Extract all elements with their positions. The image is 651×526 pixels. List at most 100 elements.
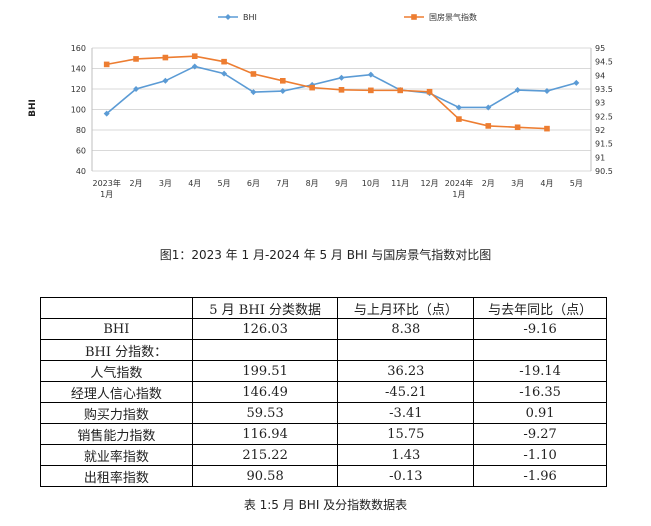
row-name: 经理人信心指数: [40, 381, 193, 403]
x-tick-label: 5月: [218, 179, 231, 188]
data-point: [485, 104, 492, 111]
x-tick-label: 7月: [276, 179, 289, 188]
right-tick-label: 92.5: [595, 112, 613, 121]
data-point: [279, 88, 286, 95]
legend-marker: [411, 14, 417, 20]
header-cell: 5 月 BHI 分类数据: [191, 297, 339, 319]
row-value: 116.94: [191, 423, 339, 445]
table-row: 人气指数 199.51 36.23 -19.14: [40, 360, 607, 382]
data-point: [338, 74, 345, 81]
row-yoy: -1.10: [473, 444, 607, 466]
row-mom: 36.23: [337, 360, 475, 382]
row-mom: -45.21: [337, 381, 475, 403]
data-point: [162, 54, 169, 61]
right-tick-label: 93: [595, 99, 605, 108]
table-caption: 表 1:5 月 BHI 及分指数数据表: [243, 498, 408, 512]
x-tick-label: 12月: [420, 179, 438, 188]
x-axis-ticks: 2023年 1月 2月 3月 4月 5月 6月 7月 8月 9月 10月 11月 12月 2024年 1月 2…: [92, 178, 582, 199]
row-value: 215.22: [191, 444, 339, 466]
data-point: [426, 88, 433, 95]
figure-caption: 图1：2023 年 1 月-2024 年 5 月 BHI 与国房景气指数对比图: [159, 248, 492, 262]
row-mom: 15.75: [337, 423, 475, 445]
row-yoy: -9.27: [473, 423, 607, 445]
header-cell: [40, 297, 193, 319]
row-name: BHI: [40, 318, 193, 340]
data-point: [544, 125, 550, 132]
row-name: 人气指数: [40, 360, 193, 382]
left-tick-label: 80: [76, 126, 86, 135]
data-point: [368, 87, 374, 94]
chart-gridlines: [91, 47, 592, 172]
comparison-line-chart: 40 60 80 100 120 140 160 90.5 91 91.5 92 92.5 93 93.…: [28, 12, 613, 199]
x-tick-label: 2023年 1月: [92, 178, 120, 199]
x-tick-label: 2月: [482, 179, 495, 188]
table-row: 就业率指数 215.22 1.43 -1.10: [40, 444, 607, 466]
data-point: [221, 70, 228, 77]
row-name: 销售能力指数: [40, 423, 193, 445]
chart-legend: BHI 国房景气指数: [218, 12, 477, 22]
row-mom: 1.43: [337, 444, 475, 466]
x-tick-label: 4月: [188, 179, 201, 188]
row-name: 出租率指数: [40, 465, 193, 487]
x-tick-label: 6月: [247, 179, 260, 188]
row-yoy: 0.91: [473, 402, 607, 424]
x-tick-label: 8月: [306, 179, 319, 188]
data-point: [514, 124, 521, 131]
right-tick-label: 91.5: [595, 140, 613, 149]
row-value: 126.03: [191, 318, 339, 340]
left-tick-label: 120: [71, 85, 86, 94]
data-point: [250, 71, 257, 77]
row-yoy: -9.16: [473, 318, 607, 340]
x-tick-label: 9月: [335, 179, 348, 188]
x-tick-label: 4月: [540, 179, 553, 188]
legend-label: 国房景气指数: [429, 12, 477, 22]
row-yoy: -19.14: [473, 360, 607, 382]
right-tick-label: 95: [595, 44, 605, 53]
row-yoy: -16.35: [473, 381, 607, 403]
bhi-data-table: 5 月 BHI 分类数据 与上月环比（点） 与去年同比（点） BHI 126.0…: [40, 297, 607, 487]
x-tick-label: 2024年 1月: [445, 178, 473, 199]
data-point: [456, 116, 462, 122]
x-tick-label: 11月: [391, 179, 409, 188]
row-mom: -0.13: [337, 465, 475, 487]
row-value: 90.58: [191, 465, 339, 487]
data-point: [367, 71, 374, 78]
x-tick-label: 10月: [362, 179, 380, 188]
row-value: 199.51: [191, 360, 339, 382]
right-tick-label: 90.5: [595, 167, 613, 176]
left-axis-label: BHI: [28, 99, 38, 117]
data-point: [250, 89, 257, 96]
x-tick-label: 3月: [511, 179, 524, 188]
table-row: 销售能力指数 116.94 15.75 -9.27: [40, 423, 607, 445]
row-value: 59.53: [191, 402, 339, 424]
legend-label: BHI: [243, 13, 257, 22]
x-tick-label: 5月: [570, 179, 583, 188]
row-mom: -3.41: [337, 402, 475, 424]
table-row: BHI 126.03 8.38 -9.16: [40, 318, 607, 340]
row-mom: 8.38: [337, 318, 475, 340]
section-label: BHI 分指数：: [40, 339, 193, 361]
row-name: 就业率指数: [40, 444, 193, 466]
data-point: [221, 58, 227, 65]
row-yoy: -1.96: [473, 465, 607, 487]
header-cell: 与去年同比（点）: [473, 297, 607, 319]
left-tick-label: 60: [76, 147, 86, 156]
row-name: 购买力指数: [40, 402, 193, 424]
chart-series: [103, 53, 580, 132]
data-point: [191, 53, 198, 59]
data-point: [455, 104, 462, 111]
data-point: [133, 56, 139, 62]
right-axis-ticks: 90.5 91 91.5 92 92.5 93 93.5 94 94.5 95: [595, 44, 613, 176]
left-tick-label: 100: [71, 106, 86, 115]
left-axis-ticks: 40 60 80 100 120 140 160: [71, 44, 86, 176]
table-section-row: BHI 分指数：: [40, 339, 607, 361]
data-point: [162, 77, 169, 84]
data-point: [133, 86, 140, 92]
x-tick-label: 3月: [159, 179, 172, 188]
table-row: 购买力指数 59.53 -3.41 0.91: [40, 402, 607, 424]
data-point: [543, 88, 550, 95]
header-cell: 与上月环比（点）: [337, 297, 475, 319]
data-point: [103, 110, 110, 117]
table-row: 经理人信心指数 146.49 -45.21 -16.35: [40, 381, 607, 403]
data-point: [573, 79, 580, 86]
